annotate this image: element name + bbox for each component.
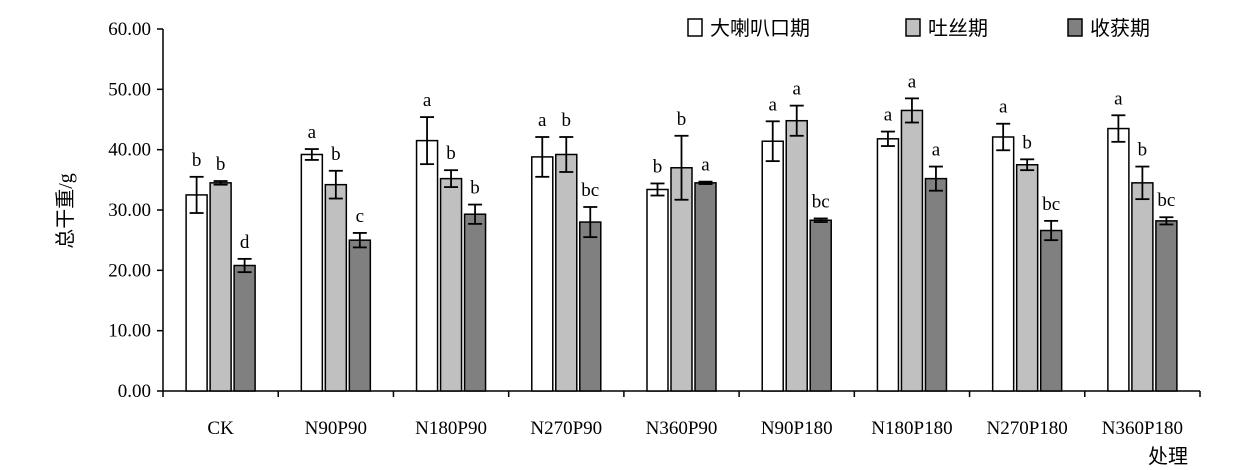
legend: 大喇叭口期 吐丝期 收获期 <box>687 17 1150 40</box>
x-tick-label: N180P180 <box>871 418 952 439</box>
significance-label: b <box>331 144 341 165</box>
significance-label: a <box>769 94 778 115</box>
y-tick-label: 0.00 <box>118 381 151 402</box>
x-tick-label: CK <box>207 418 234 439</box>
bar <box>233 264 256 392</box>
x-tick-label: N270P90 <box>530 418 602 439</box>
bar <box>646 188 669 392</box>
bar <box>324 183 348 392</box>
significance-label: b <box>677 109 687 130</box>
significance-label: a <box>908 71 917 92</box>
y-tick-label: 40.00 <box>108 140 151 161</box>
legend-swatch <box>687 18 703 37</box>
bar <box>348 239 372 392</box>
bar <box>900 109 924 392</box>
significance-label: b <box>192 150 202 171</box>
significance-label: a <box>793 79 802 100</box>
bar <box>1131 182 1154 392</box>
significance-label: a <box>701 155 710 176</box>
x-tick-label: N360P180 <box>1102 418 1183 439</box>
legend-swatch <box>905 18 921 37</box>
significance-label: b <box>446 143 456 164</box>
bar <box>1107 127 1130 392</box>
x-tick-label: N360P90 <box>646 418 718 439</box>
y-tick-label: 60.00 <box>108 19 151 40</box>
bar <box>876 138 900 392</box>
bar <box>209 182 232 392</box>
y-axis-title: 总干重/g <box>54 173 77 249</box>
significance-label: bc <box>812 191 830 212</box>
y-tick-label: 10.00 <box>108 321 151 342</box>
bar <box>991 136 1015 392</box>
x-tick-label: N90P180 <box>761 418 833 439</box>
significance-label: bc <box>581 180 599 201</box>
significance-label: bc <box>1042 194 1060 215</box>
bar <box>555 153 578 392</box>
bar <box>439 177 463 392</box>
bar <box>809 219 832 392</box>
x-tick-label: N270P180 <box>987 418 1068 439</box>
legend-label: 大喇叭口期 <box>710 17 810 40</box>
legend-swatch <box>1067 18 1083 37</box>
x-axis: CK N90P90 N180P90 N270P90 N360P90 N90P180 N180… <box>162 390 1201 439</box>
bar <box>531 156 554 392</box>
legend-label: 吐丝期 <box>928 17 988 40</box>
significance-label: a <box>1114 88 1123 109</box>
significance-label: bc <box>1157 190 1175 211</box>
significance-label: a <box>932 140 941 161</box>
legend-label: 收获期 <box>1090 17 1150 40</box>
bar <box>924 177 948 392</box>
x-tick-label: N180P90 <box>415 418 487 439</box>
significance-label: d <box>240 232 250 253</box>
bar <box>415 139 439 392</box>
bar <box>463 213 487 392</box>
y-tick-label: 20.00 <box>108 260 151 281</box>
significance-label: a <box>999 97 1008 118</box>
significance-label: a <box>538 110 547 131</box>
significance-label: b <box>653 156 663 177</box>
significance-label: b <box>1022 132 1032 153</box>
significance-label: b <box>1138 140 1148 161</box>
y-tick-label: 50.00 <box>108 79 151 100</box>
bar <box>300 153 324 392</box>
x-axis-label: 处理 <box>1148 445 1188 468</box>
bar <box>185 194 208 392</box>
x-tick-label: N90P90 <box>305 418 367 439</box>
bar <box>670 167 693 392</box>
bar <box>1039 229 1063 392</box>
significance-label: b <box>562 110 572 131</box>
bar <box>694 182 717 392</box>
bar <box>761 140 784 392</box>
bar <box>1155 220 1178 392</box>
bar <box>1015 164 1039 392</box>
y-axis-label: 总干重/g <box>54 173 77 249</box>
significance-label: a <box>308 122 317 143</box>
bar <box>579 221 602 392</box>
significance-label: a <box>423 90 432 111</box>
y-axis: 0.00 10.00 20.00 30.00 40.00 50.00 60.00 <box>108 19 164 402</box>
y-tick-label: 30.00 <box>108 200 151 221</box>
significance-label: b <box>470 178 480 199</box>
bar <box>785 119 808 392</box>
significance-label: b <box>216 154 226 175</box>
significance-label: a <box>884 105 893 126</box>
significance-label: c <box>356 206 364 227</box>
